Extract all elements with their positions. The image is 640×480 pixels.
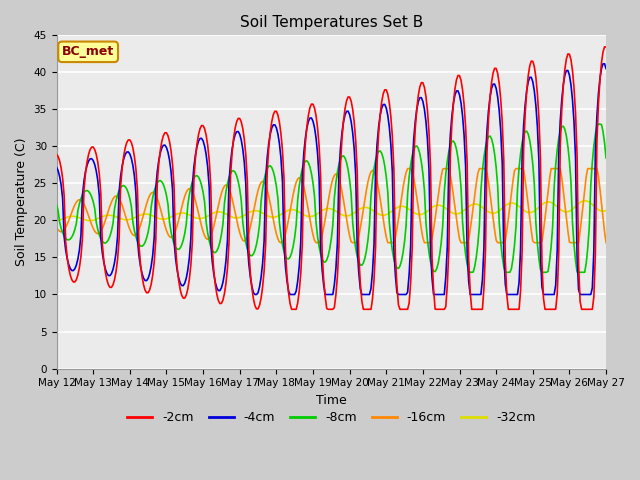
-4cm (251, 292, 259, 298)
-4cm (602, 66, 610, 72)
-8cm (384, 189, 392, 195)
-8cm (467, 269, 474, 275)
-2cm (367, 306, 375, 312)
Text: BC_met: BC_met (62, 45, 115, 59)
-2cm (601, 44, 609, 49)
-2cm (385, 100, 393, 106)
-16cm (52, 224, 60, 230)
-16cm (367, 169, 375, 175)
-8cm (536, 266, 544, 272)
Legend: -2cm, -4cm, -8cm, -16cm, -32cm: -2cm, -4cm, -8cm, -16cm, -32cm (122, 406, 541, 429)
X-axis label: Time: Time (316, 394, 347, 407)
-32cm (602, 207, 610, 213)
-2cm (397, 306, 405, 312)
-16cm (404, 166, 412, 171)
-8cm (602, 155, 610, 161)
-32cm (396, 204, 404, 209)
-2cm (52, 151, 60, 157)
Line: -16cm: -16cm (56, 168, 606, 243)
-2cm (288, 306, 296, 312)
-16cm (277, 240, 285, 246)
-4cm (601, 61, 609, 67)
-32cm (52, 218, 60, 224)
-16cm (385, 240, 393, 246)
-4cm (155, 157, 163, 163)
-2cm (68, 277, 76, 283)
-8cm (365, 222, 373, 228)
-16cm (397, 195, 405, 201)
-16cm (538, 239, 546, 244)
-8cm (396, 263, 404, 269)
-8cm (52, 202, 60, 207)
-2cm (602, 44, 610, 50)
-8cm (595, 121, 602, 127)
-2cm (155, 160, 163, 166)
Line: -4cm: -4cm (56, 64, 606, 295)
-4cm (68, 268, 76, 274)
-32cm (365, 205, 373, 211)
Line: -2cm: -2cm (56, 47, 606, 309)
-16cm (602, 240, 610, 246)
-16cm (68, 209, 76, 215)
-4cm (52, 164, 60, 170)
Y-axis label: Soil Temperature (C): Soil Temperature (C) (15, 138, 28, 266)
-8cm (155, 178, 163, 184)
-32cm (535, 204, 543, 210)
-2cm (536, 155, 544, 161)
-32cm (155, 216, 163, 221)
-4cm (397, 292, 405, 298)
-32cm (384, 211, 392, 217)
-32cm (68, 214, 76, 219)
Line: -32cm: -32cm (56, 201, 606, 221)
Line: -8cm: -8cm (56, 124, 606, 272)
-8cm (68, 234, 76, 240)
-4cm (385, 124, 393, 130)
-4cm (536, 252, 544, 257)
Title: Soil Temperatures Set B: Soil Temperatures Set B (239, 15, 423, 30)
-32cm (581, 198, 589, 204)
-16cm (155, 200, 163, 206)
-4cm (367, 286, 375, 291)
